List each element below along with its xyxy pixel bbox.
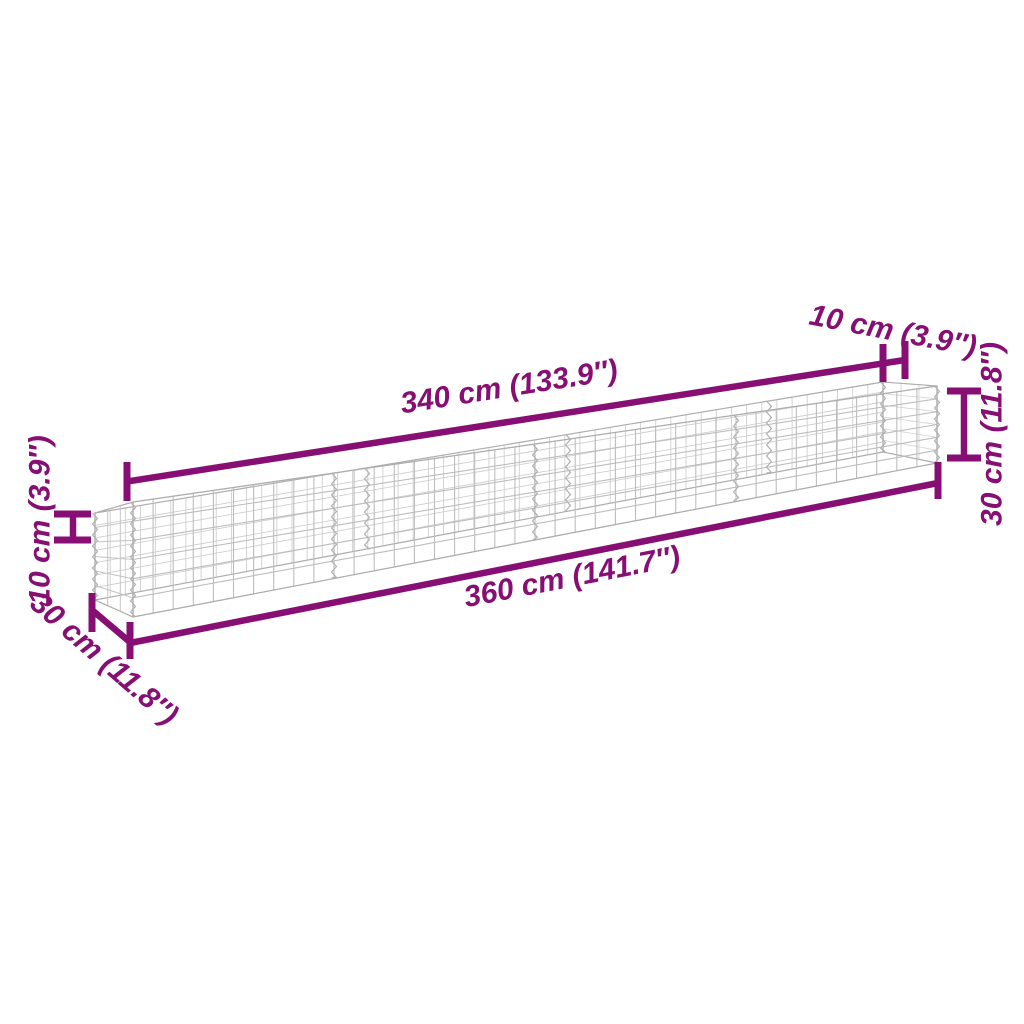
dimension-top-length [123, 344, 887, 501]
gabion-basket [91, 381, 941, 618]
dimension-label-left-top-height: 10 cm (3.9″) [24, 435, 57, 604]
dimension-left-top-height [54, 510, 91, 544]
dimension-label-bottom-depth: 30 cm (11.8″) [24, 586, 184, 732]
dimension-label-bottom-length: 360 cm (141.7″) [461, 540, 683, 614]
dimension-top-end-depth [882, 341, 909, 379]
dimension-label-top-end-depth: 10 cm (3.9″) [807, 299, 980, 364]
dimension-bottom-length [126, 462, 942, 659]
dimension-label-right-height: 30 cm (11.8″) [976, 342, 1009, 526]
dimension-bottom-depth [88, 593, 134, 646]
dimension-right-height [947, 387, 981, 462]
